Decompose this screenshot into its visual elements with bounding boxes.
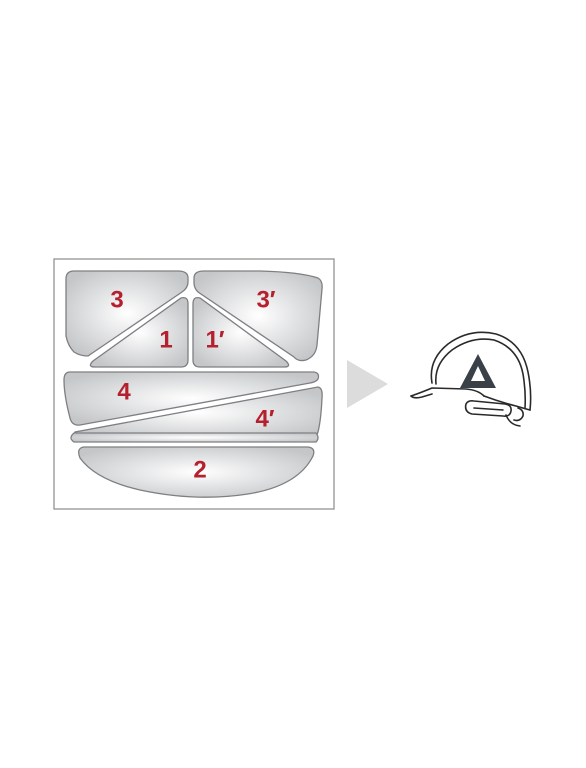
sticker-piece-strip bbox=[70, 432, 319, 443]
sticker-piece-1-prime: 1′ bbox=[192, 296, 290, 368]
arrow-right-icon bbox=[347, 360, 388, 408]
sticker-label-2: 2 bbox=[193, 456, 206, 483]
sticker-label-1-prime: 1′ bbox=[205, 326, 224, 353]
sticker-label-4: 4 bbox=[117, 378, 131, 405]
sticker-piece-4: 4 bbox=[63, 371, 320, 426]
triangle-logo-icon bbox=[460, 354, 496, 388]
sticker-piece-3: 3 bbox=[65, 270, 189, 357]
sticker-label-3-prime: 3′ bbox=[256, 286, 275, 313]
sticker-piece-1: 1 bbox=[89, 296, 189, 368]
sticker-label-4-prime: 4′ bbox=[255, 405, 274, 432]
sticker-label-3: 3 bbox=[110, 286, 123, 313]
safety-helmet-icon bbox=[410, 331, 532, 427]
sticker-label-1: 1 bbox=[159, 326, 172, 353]
sticker-piece-3-prime: 3′ bbox=[193, 270, 323, 362]
sticker-piece-2: 2 bbox=[78, 446, 315, 498]
